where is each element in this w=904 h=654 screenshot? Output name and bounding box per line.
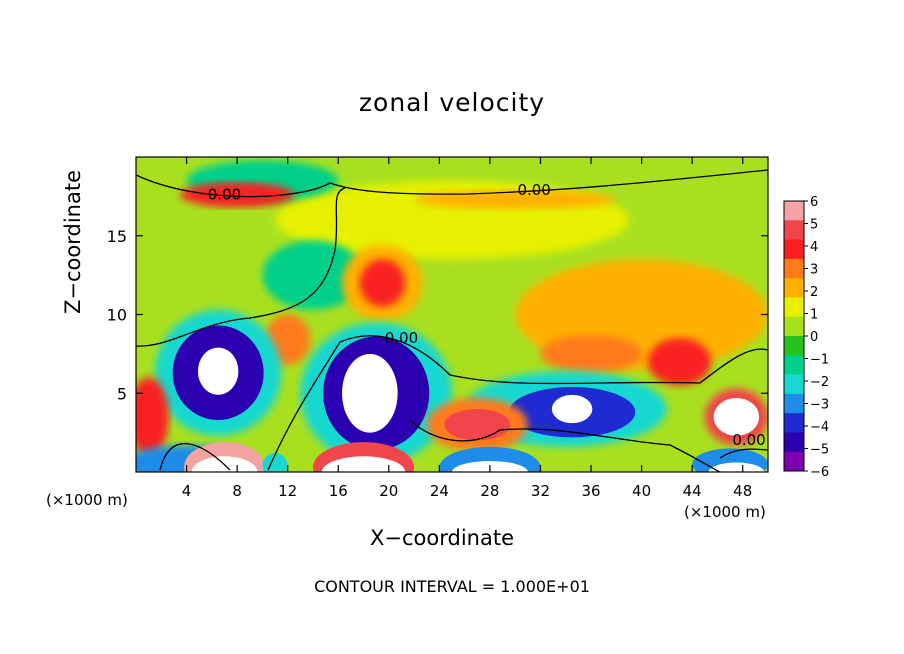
x-tick-label: 20 bbox=[379, 482, 398, 500]
colorbar-swatch bbox=[784, 355, 804, 376]
colorbar-swatch bbox=[784, 451, 804, 472]
colorbar-tick-label: 1 bbox=[810, 308, 818, 323]
field-region bbox=[540, 334, 642, 373]
field-region bbox=[180, 182, 294, 208]
x-tick-label: 32 bbox=[531, 482, 550, 500]
colorbar-swatch bbox=[784, 393, 804, 414]
colorbar-tick-label: 6 bbox=[810, 195, 818, 210]
colorbar-swatch bbox=[784, 278, 804, 298]
zero-contour-line bbox=[719, 448, 768, 459]
field-region bbox=[551, 394, 593, 424]
zero-contour-line bbox=[159, 335, 768, 471]
colorbar-swatch bbox=[784, 220, 804, 241]
x-tick-label: 28 bbox=[480, 482, 499, 500]
zero-contour-line bbox=[136, 187, 346, 347]
x-tick-label: 40 bbox=[632, 482, 651, 500]
field-region bbox=[136, 377, 169, 457]
field-region bbox=[342, 353, 398, 433]
x-tick-label: 16 bbox=[329, 482, 348, 500]
x-tick-label: 36 bbox=[581, 482, 600, 500]
x-tick-label: 44 bbox=[683, 482, 702, 500]
colorbar-swatch bbox=[784, 201, 804, 221]
colorbar-tick-label: 2 bbox=[810, 285, 818, 300]
colorbar-tick-label: −3 bbox=[810, 398, 829, 413]
field-layer bbox=[136, 160, 768, 472]
y-tick-label: 10 bbox=[107, 306, 127, 325]
field-region bbox=[321, 456, 406, 472]
x-tick-label: 24 bbox=[430, 482, 449, 500]
colorbar-swatch bbox=[784, 258, 804, 279]
colorbar-swatch bbox=[784, 336, 804, 356]
contour-label: 0.00 bbox=[517, 181, 550, 199]
colorbar-swatch bbox=[784, 316, 804, 337]
field-region bbox=[647, 338, 712, 386]
y-tick-label: 5 bbox=[117, 384, 127, 403]
colorbar-tick-label: 0 bbox=[810, 330, 818, 345]
chart-title: zonal velocity bbox=[358, 88, 546, 117]
zero-contour-line bbox=[136, 169, 768, 198]
contour-label: 0.00 bbox=[385, 329, 418, 347]
field-region bbox=[359, 259, 406, 307]
y-tick-label: 15 bbox=[107, 227, 127, 246]
colorbar-swatch bbox=[784, 413, 804, 433]
field-region bbox=[262, 240, 364, 310]
x-tick-label: 8 bbox=[232, 482, 242, 500]
colorbar-swatch bbox=[784, 297, 804, 318]
field-region bbox=[414, 190, 617, 209]
colorbar-tick-label: 5 bbox=[810, 218, 818, 233]
zero-contour-line bbox=[409, 419, 721, 472]
colorbar-tick-label: 4 bbox=[810, 240, 818, 255]
contour-label: 0.00 bbox=[208, 186, 241, 204]
x-tick-label: 12 bbox=[278, 482, 297, 500]
contour-label: 0.00 bbox=[732, 431, 765, 449]
colorbar-swatch bbox=[784, 374, 804, 395]
colorbar-tick-label: −2 bbox=[810, 375, 829, 390]
colorbar-tick-label: −5 bbox=[810, 443, 829, 458]
colorbar-swatch bbox=[784, 432, 804, 453]
contour-interval-footer: CONTOUR INTERVAL = 1.000E+01 bbox=[314, 577, 590, 596]
colorbar-tick-label: 3 bbox=[810, 263, 818, 278]
field-region bbox=[444, 409, 511, 441]
colorbar-swatch bbox=[784, 239, 804, 260]
x-tick-label: 4 bbox=[182, 482, 192, 500]
x-unit-label-right: (×1000 m) bbox=[684, 503, 766, 521]
field-region bbox=[197, 347, 239, 395]
field-region bbox=[708, 462, 765, 472]
x-axis-label: X−coordinate bbox=[370, 526, 514, 550]
x-unit-label-left: (×1000 m) bbox=[46, 491, 128, 509]
x-tick-label: 48 bbox=[733, 482, 752, 500]
colorbar-tick-label: −4 bbox=[810, 420, 829, 435]
colorbar-tick-label: −1 bbox=[810, 353, 829, 368]
field-region bbox=[262, 453, 288, 472]
field-region bbox=[713, 397, 760, 436]
colorbar-tick-label: −6 bbox=[810, 465, 829, 480]
